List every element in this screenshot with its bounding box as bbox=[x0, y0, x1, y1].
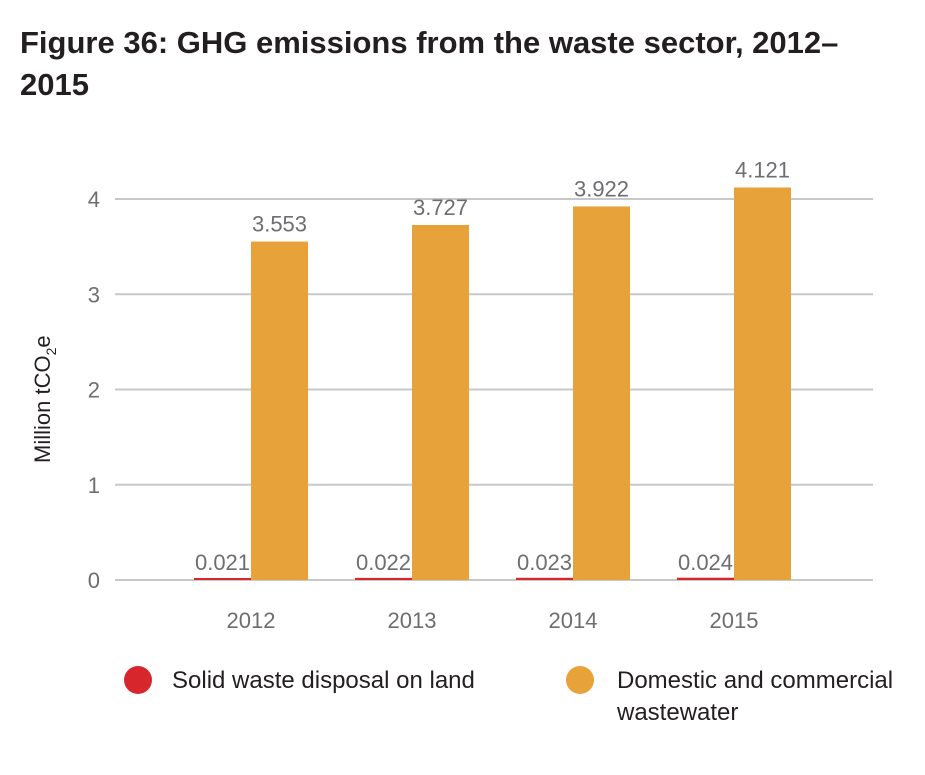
data-label: 3.727 bbox=[413, 195, 468, 220]
y-axis-ticks: 0 1 2 3 4 bbox=[88, 187, 100, 593]
legend-marker-wastewater bbox=[566, 666, 594, 694]
x-tick-label: 2013 bbox=[388, 608, 437, 633]
legend-label-solid-waste: Solid waste disposal on land bbox=[172, 667, 475, 694]
bar bbox=[573, 206, 630, 580]
data-label: 0.022 bbox=[356, 550, 411, 575]
y-tick-label: 2 bbox=[88, 378, 100, 403]
x-axis-ticks: 2012 2013 2014 2015 bbox=[227, 608, 759, 633]
data-label: 3.922 bbox=[574, 176, 629, 201]
bar bbox=[355, 577, 412, 580]
y-tick-label: 0 bbox=[88, 568, 100, 593]
data-label: 0.023 bbox=[517, 550, 572, 575]
y-axis-label-main: Million tCO bbox=[30, 355, 55, 463]
y-axis-label-subscript: 2 bbox=[43, 347, 59, 355]
x-tick-label: 2012 bbox=[227, 608, 276, 633]
data-label: 3.553 bbox=[252, 212, 307, 237]
bar bbox=[677, 577, 734, 580]
legend: Solid waste disposal on land Domestic an… bbox=[124, 666, 893, 726]
bars: 0.021 3.553 0.022 3.727 0.023 3.922 0.024 4.121 bbox=[194, 157, 791, 581]
y-axis-label: Million tCO2e bbox=[30, 335, 59, 463]
chart-title: Figure 36: GHG emissions from the waste … bbox=[20, 25, 839, 102]
data-label: 0.021 bbox=[195, 550, 250, 575]
x-tick-label: 2014 bbox=[549, 608, 598, 633]
x-tick-label: 2015 bbox=[710, 608, 759, 633]
bar bbox=[251, 241, 308, 580]
bar bbox=[194, 577, 251, 580]
bar bbox=[734, 187, 791, 581]
data-label: 0.024 bbox=[678, 550, 733, 575]
y-axis-label-tail: e bbox=[30, 335, 55, 347]
data-label: 4.121 bbox=[735, 157, 790, 182]
legend-label-wastewater-line2: wastewater bbox=[616, 699, 738, 726]
y-tick-label: 1 bbox=[88, 473, 100, 498]
bar bbox=[412, 225, 469, 581]
legend-label-wastewater-line1: Domestic and commercial bbox=[617, 667, 893, 694]
legend-marker-solid-waste bbox=[124, 666, 152, 694]
bar bbox=[516, 577, 573, 580]
y-tick-label: 3 bbox=[88, 282, 100, 307]
y-tick-label: 4 bbox=[88, 187, 100, 212]
